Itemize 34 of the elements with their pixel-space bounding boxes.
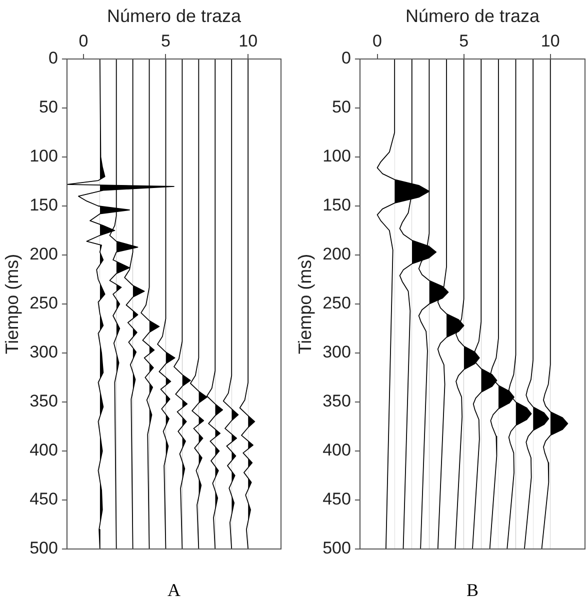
y-tick-label: 400 — [30, 440, 58, 460]
x-tick-label: 10 — [238, 31, 258, 50]
y-tick-label: 450 — [322, 490, 351, 509]
text: B — [466, 580, 478, 600]
x-axis-title: Número de traza — [405, 6, 540, 26]
y-tick-label: 50 — [332, 98, 351, 117]
y-tick-label: 300 — [322, 342, 351, 362]
x-tick-label: 10 — [540, 31, 560, 50]
x-tick-label: 5 — [161, 31, 170, 50]
y-tick-label: 100 — [322, 146, 351, 166]
y-tick-label: 450 — [30, 490, 58, 509]
y-tick-label: 200 — [322, 244, 351, 264]
y-tick-label: 400 — [322, 440, 351, 460]
y-tick-label: 300 — [30, 342, 58, 362]
y-tick-label: 200 — [30, 244, 58, 264]
x-tick-label: 0 — [372, 31, 382, 50]
x-tick-label: 5 — [459, 31, 469, 50]
y-tick-label: 500 — [30, 538, 58, 558]
y-tick-label: 0 — [341, 48, 351, 68]
y-tick-label: 350 — [322, 392, 351, 411]
y-tick-label: 350 — [30, 392, 58, 411]
y-tick-label: 100 — [30, 146, 58, 166]
y-tick-label: 250 — [30, 294, 58, 313]
y-tick-label: 150 — [322, 196, 351, 215]
y-tick-label: 50 — [39, 98, 58, 117]
x-axis-title: Número de traza — [106, 6, 242, 26]
text: A — [167, 580, 180, 600]
x-tick-label: 0 — [78, 31, 88, 50]
y-axis-title: Tiempo (ms) — [2, 254, 22, 354]
y-tick-label: 150 — [30, 196, 58, 215]
y-axis-title: Tiempo (ms) — [294, 254, 315, 354]
y-tick-label: 500 — [322, 538, 351, 558]
y-tick-label: 250 — [322, 294, 351, 313]
y-tick-label: 0 — [48, 48, 58, 68]
